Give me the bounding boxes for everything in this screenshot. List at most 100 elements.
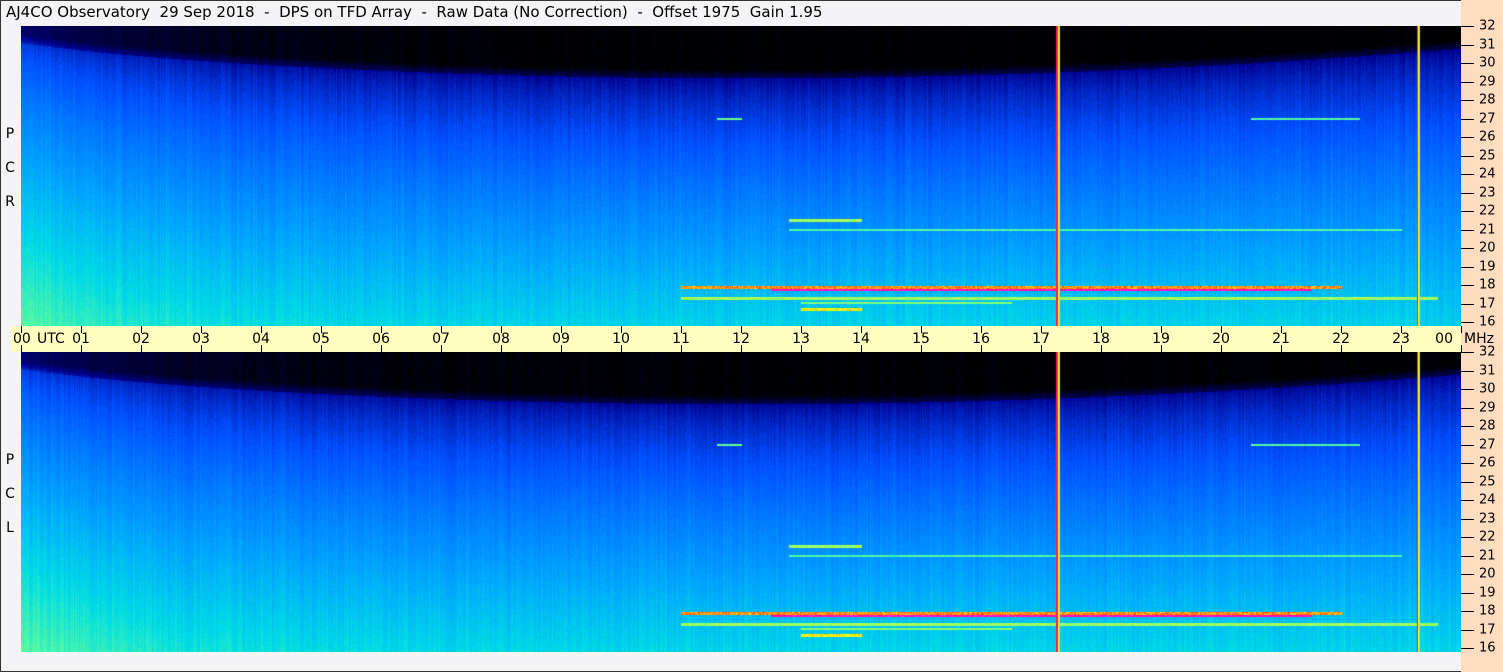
y-tick-label: 25 bbox=[1479, 148, 1496, 163]
y-tick bbox=[1461, 518, 1474, 520]
x-tick-label: 17 bbox=[1032, 331, 1050, 347]
y-tick bbox=[1461, 463, 1474, 464]
x-tick-label: 13 bbox=[792, 331, 810, 347]
y-tick bbox=[1461, 137, 1474, 138]
x-tick-label: 02 bbox=[132, 331, 150, 347]
y-tick-label: 32 bbox=[1479, 18, 1496, 34]
x-tick bbox=[801, 345, 802, 352]
y-tick-label: 29 bbox=[1479, 74, 1496, 89]
x-tick-label: 11 bbox=[672, 331, 690, 347]
y-tick bbox=[1461, 174, 1474, 175]
x-tick-label: 05 bbox=[312, 331, 330, 347]
x-tick bbox=[201, 345, 202, 352]
y-tick-label: 20 bbox=[1479, 566, 1496, 582]
x-tick-label: 09 bbox=[552, 331, 570, 347]
y-tick-label: 25 bbox=[1479, 474, 1496, 489]
x-tick bbox=[81, 345, 82, 352]
y-tick bbox=[1461, 303, 1474, 305]
y-tick bbox=[1461, 81, 1474, 83]
y-tick bbox=[1461, 266, 1474, 268]
y-tick-label: 26 bbox=[1479, 129, 1496, 145]
y-tick-label: 27 bbox=[1479, 437, 1496, 452]
x-tick bbox=[561, 326, 562, 333]
y-tick bbox=[1461, 500, 1474, 501]
y-tick bbox=[1461, 370, 1474, 372]
x-tick bbox=[1401, 326, 1402, 333]
x-tick bbox=[1041, 326, 1042, 333]
x-tick bbox=[1161, 345, 1162, 352]
x-tick bbox=[921, 326, 922, 333]
x-tick bbox=[21, 345, 22, 352]
y-tick-label: 20 bbox=[1479, 240, 1496, 256]
y-tick-label: 19 bbox=[1479, 585, 1496, 600]
y-tick-label: 27 bbox=[1479, 111, 1496, 126]
y-tick bbox=[1461, 537, 1474, 538]
y-tick bbox=[1461, 629, 1474, 631]
y-tick-label: 24 bbox=[1479, 492, 1496, 508]
x-tick bbox=[861, 326, 862, 333]
y-tick bbox=[1461, 444, 1474, 446]
y-tick bbox=[1461, 389, 1474, 390]
y-tick bbox=[1461, 192, 1474, 194]
y-tick-label: 23 bbox=[1479, 511, 1496, 526]
x-tick bbox=[321, 345, 322, 352]
y-axis-unit: MHz bbox=[1464, 331, 1494, 347]
y-tick-label: 28 bbox=[1479, 92, 1496, 108]
panel-label-rcp: P C R bbox=[3, 126, 17, 228]
x-tick bbox=[1221, 345, 1222, 352]
panel-label-letter: R bbox=[5, 194, 15, 210]
x-tick bbox=[981, 326, 982, 333]
panel-label-lcp: P C L bbox=[3, 452, 17, 554]
x-tick-label: 16 bbox=[972, 331, 990, 347]
x-tick bbox=[561, 345, 562, 352]
y-tick bbox=[1461, 155, 1474, 157]
panel-label-letter: C bbox=[5, 160, 15, 176]
x-tick bbox=[261, 345, 262, 352]
x-tick-label: 15 bbox=[912, 331, 930, 347]
spectrogram-rcp-canvas bbox=[21, 26, 1461, 326]
y-tick-label: 18 bbox=[1479, 277, 1496, 293]
x-tick bbox=[1281, 345, 1282, 352]
y-tick bbox=[1461, 118, 1474, 120]
y-tick-label: 29 bbox=[1479, 400, 1496, 415]
x-tick bbox=[501, 326, 502, 333]
y-tick-label: 22 bbox=[1479, 529, 1496, 545]
x-tick bbox=[21, 326, 22, 333]
y-tick bbox=[1461, 63, 1474, 64]
y-tick bbox=[1461, 481, 1474, 483]
x-tick bbox=[621, 326, 622, 333]
x-tick-label: 18 bbox=[1092, 331, 1110, 347]
x-tick-label: 00 bbox=[13, 331, 31, 347]
x-tick bbox=[981, 345, 982, 352]
y-tick-label: 21 bbox=[1479, 222, 1496, 237]
x-tick bbox=[741, 345, 742, 352]
y-tick-label: 17 bbox=[1479, 622, 1496, 637]
x-tick bbox=[1041, 345, 1042, 352]
x-tick bbox=[1341, 326, 1342, 333]
x-tick bbox=[501, 345, 502, 352]
y-tick bbox=[1461, 285, 1474, 286]
y-tick bbox=[1461, 592, 1474, 594]
y-tick-label: 22 bbox=[1479, 203, 1496, 219]
y-tick-label: 31 bbox=[1479, 37, 1496, 52]
x-tick bbox=[681, 326, 682, 333]
x-tick bbox=[381, 345, 382, 352]
x-tick bbox=[861, 345, 862, 352]
x-tick bbox=[201, 326, 202, 333]
y-tick-label: 17 bbox=[1479, 296, 1496, 311]
y-tick bbox=[1461, 100, 1474, 101]
y-tick-label: 16 bbox=[1479, 314, 1496, 330]
y-tick bbox=[1461, 407, 1474, 409]
panel-label-letter: P bbox=[5, 452, 15, 468]
x-tick bbox=[141, 326, 142, 333]
x-tick-label: 07 bbox=[432, 331, 450, 347]
y-tick-label: 21 bbox=[1479, 548, 1496, 563]
spectrogram-lcp-canvas bbox=[21, 352, 1461, 652]
y-tick bbox=[1461, 229, 1474, 231]
x-tick bbox=[681, 345, 682, 352]
x-tick-label: 20 bbox=[1212, 331, 1230, 347]
x-tick bbox=[1101, 345, 1102, 352]
x-tick-label: 14 bbox=[852, 331, 870, 347]
y-tick-label: 18 bbox=[1479, 603, 1496, 619]
x-axis-label: UTC bbox=[37, 331, 65, 347]
